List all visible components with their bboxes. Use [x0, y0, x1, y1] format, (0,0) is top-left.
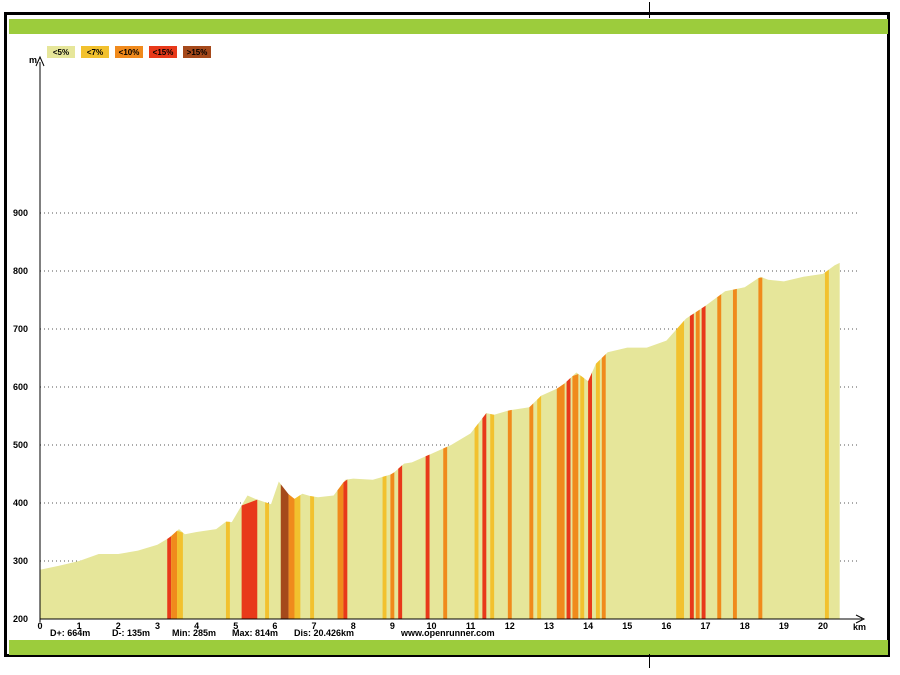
y-tick-label: 400 [13, 498, 28, 508]
slope-band [398, 465, 403, 619]
header-band [9, 19, 888, 34]
slope-legend: <5% <7% <10% <15% >15% [47, 46, 211, 58]
x-tick-label: 2 [116, 621, 121, 631]
x-tick-label: 5 [233, 621, 238, 631]
stat-elevation-gain: D+: 664m [50, 628, 91, 638]
slope-band [537, 395, 542, 619]
x-tick-label: 18 [740, 621, 750, 631]
x-tick-label: 1 [77, 621, 82, 631]
x-tick-label: 0 [37, 621, 42, 631]
slope-band [566, 377, 571, 619]
slope-band [490, 414, 495, 619]
x-tick-label: 17 [701, 621, 711, 631]
x-axis-label: km [853, 622, 866, 632]
slope-band [507, 409, 512, 619]
x-tick-label: 16 [661, 621, 671, 631]
x-tick-label: 9 [390, 621, 395, 631]
y-axis-arrow [35, 55, 45, 67]
slope-band [676, 320, 685, 619]
slope-band [588, 372, 593, 619]
slope-band [310, 496, 315, 619]
slope-band [167, 536, 172, 619]
crop-mark-bottom [649, 654, 650, 668]
x-tick-label: 6 [272, 621, 277, 631]
y-tick-label: 700 [13, 324, 28, 334]
x-tick-label: 19 [779, 621, 789, 631]
x-tick-label: 14 [583, 621, 593, 631]
stat-min-elevation: Min: 285m [172, 628, 217, 638]
stat-elevation-loss: D-: 135m [112, 628, 151, 638]
legend-item: <5% [47, 46, 75, 58]
slope-band [824, 269, 829, 619]
legend-item: <15% [149, 46, 177, 58]
slope-band [572, 374, 579, 619]
x-tick-label: 11 [466, 621, 476, 631]
y-axis-label: m [29, 55, 37, 65]
y-tick-label: 200 [13, 614, 28, 624]
slope-band [595, 359, 600, 619]
slope-band [717, 294, 722, 619]
x-tick-label: 13 [544, 621, 554, 631]
slope-band [689, 313, 694, 619]
stat-distance: Dis: 20.426km [294, 628, 355, 638]
slope-band [280, 484, 289, 619]
slope-band [701, 305, 706, 619]
x-tick-label: 12 [505, 621, 515, 631]
slope-band [758, 277, 763, 619]
slope-band [556, 383, 565, 619]
legend-item: <7% [81, 46, 109, 58]
slope-band [482, 413, 487, 619]
legend-item: >15% [183, 46, 211, 58]
slope-band [601, 354, 606, 619]
slope-band [294, 495, 301, 619]
slope-band [337, 482, 344, 619]
crop-mark-top [649, 2, 650, 18]
slope-band [382, 475, 387, 619]
slope-band [265, 502, 270, 619]
x-tick-label: 7 [312, 621, 317, 631]
x-axis-arrow [855, 614, 866, 624]
x-tick-label: 10 [426, 621, 436, 631]
slope-band [171, 530, 178, 619]
footer-band [9, 640, 888, 655]
slope-band [695, 309, 700, 619]
slope-band [580, 375, 585, 619]
slope-band [732, 288, 737, 619]
slope-band [474, 423, 479, 619]
slope-band [288, 494, 295, 619]
x-tick-label: 4 [194, 621, 199, 631]
y-tick-label: 800 [13, 266, 28, 276]
slope-band [177, 530, 183, 619]
slope-band [343, 479, 348, 619]
y-tick-label: 900 [13, 208, 28, 218]
slope-band [529, 403, 534, 619]
y-tick-label: 500 [13, 440, 28, 450]
slope-band [390, 472, 395, 619]
elevation-area [40, 262, 840, 619]
source-site: www.openrunner.com [401, 628, 495, 638]
slope-band [443, 446, 448, 619]
stat-max-elevation: Max: 814m [232, 628, 279, 638]
slope-band [425, 454, 430, 619]
y-tick-label: 600 [13, 382, 28, 392]
slope-band [225, 521, 230, 619]
x-tick-label: 8 [351, 621, 356, 631]
y-tick-label: 300 [13, 556, 28, 566]
x-tick-label: 20 [818, 621, 828, 631]
legend-item: <10% [115, 46, 143, 58]
slope-band [241, 499, 258, 619]
x-tick-label: 15 [622, 621, 632, 631]
x-tick-label: 3 [155, 621, 160, 631]
